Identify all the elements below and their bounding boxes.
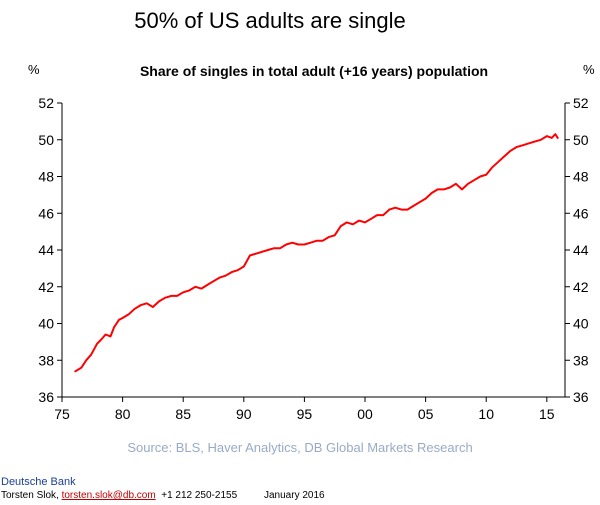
source-note: Source: BLS, Haver Analytics, DB Global … [127,440,473,455]
y-tick-label-left: 38 [38,352,54,368]
author-name: Torsten Slok, [1,490,62,501]
x-tick-label: 95 [297,406,313,422]
x-tick-label: 00 [357,406,373,422]
y-tick-label-left: 42 [38,279,54,295]
y-tick-label-right: 40 [573,316,589,332]
series-line-singles-share [74,133,559,373]
y-tick-label-left: 36 [38,389,54,405]
y-tick-label-right: 38 [573,352,589,368]
y-tick-label-right: 42 [573,279,589,295]
author-phone: +1 212 250-2155 [155,490,238,501]
footer-contact: Torsten Slok, torsten.slok@db.com +1 212… [1,490,325,501]
right-axis-unit: % [583,62,595,77]
y-tick-label-left: 40 [38,316,54,332]
chart-series [74,133,559,373]
y-tick-label-left: 52 [38,95,54,111]
report-date: January 2016 [264,490,325,501]
x-tick-label: 75 [54,406,70,422]
chart-axes: 36 36 38 38 40 40 42 42 44 44 46 46 48 48 50 50 52 52 75 80… [38,95,588,422]
x-tick-label: 15 [539,406,555,422]
brand-name: Deutsche Bank [1,476,76,488]
left-axis-unit: % [28,62,40,77]
chart-title: Share of singles in total adult (+16 yea… [139,63,489,79]
x-tick-label: 90 [236,406,252,422]
y-tick-label-right: 52 [573,95,589,111]
y-tick-label-right: 46 [573,205,589,221]
y-tick-label-left: 48 [38,169,54,185]
x-tick-label: 05 [418,406,434,422]
y-tick-label-right: 36 [573,389,589,405]
x-tick-label: 80 [115,406,131,422]
x-tick-label: 10 [478,406,494,422]
y-tick-label-right: 44 [573,242,589,258]
headline: 50% of US adults are single [134,8,406,33]
y-tick-label-right: 48 [573,169,589,185]
y-tick-label-left: 44 [38,242,54,258]
y-tick-label-right: 50 [573,132,589,148]
x-tick-label: 85 [175,406,191,422]
y-tick-label-left: 46 [38,205,54,221]
y-tick-label-left: 50 [38,132,54,148]
author-email-link[interactable]: torsten.slok@db.com [61,490,156,501]
